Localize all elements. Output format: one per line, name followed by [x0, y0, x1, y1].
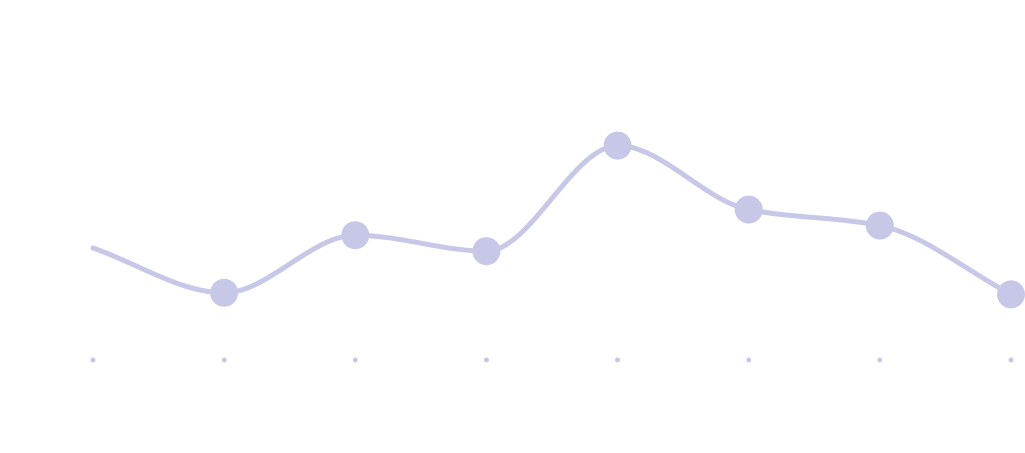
data-point[interactable] [734, 195, 763, 224]
x-axis-tick-dot [352, 357, 358, 363]
data-point[interactable] [997, 280, 1025, 309]
x-axis-tick-dot [746, 357, 752, 363]
data-point[interactable] [472, 237, 501, 266]
data-point[interactable] [341, 221, 370, 250]
x-axis-tick-dot [1008, 357, 1014, 363]
data-point[interactable] [603, 131, 632, 160]
data-points [210, 131, 1025, 309]
data-point[interactable] [210, 278, 239, 307]
series-line-layer [90, 143, 1014, 297]
data-point[interactable] [865, 211, 894, 240]
x-axis-tick-dot [483, 357, 489, 363]
x-axis-ticks [90, 357, 1014, 363]
x-axis-tick-dot [221, 357, 227, 363]
series-line [90, 143, 1014, 297]
x-axis-tick-dot [90, 357, 96, 363]
x-axis-tick-dot [877, 357, 883, 363]
x-axis-tick-dot [615, 357, 621, 363]
